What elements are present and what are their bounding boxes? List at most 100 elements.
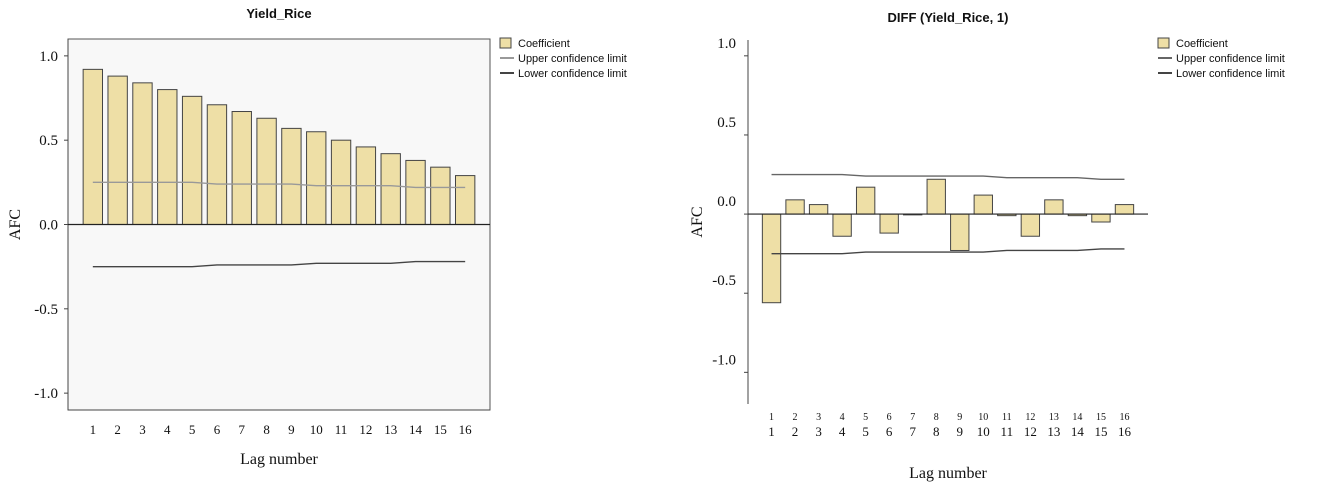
right-bar-lag-5	[855, 186, 876, 215]
left-upper-confidence-line	[92, 181, 466, 189]
left-x-tick-label: 4	[164, 422, 171, 437]
right-bar-lag-8	[926, 178, 946, 215]
right-x-tick-label-small: 3	[816, 412, 821, 423]
acf-chart-yield-rice: Yield_Rice 1.0 0.5 0.0 -0.5 -1.0 AFC 1 2 3 4 5 6 7 8 9 1…	[7, 6, 627, 468]
right-x-tick-label-small: 10	[978, 412, 988, 423]
left-y-tick-label: 0.5	[39, 133, 58, 149]
left-x-tick-label: 11	[335, 422, 348, 437]
left-x-tick-label: 2	[114, 422, 121, 437]
right-x-tick-label-small: 14	[1072, 412, 1082, 423]
left-bar-lag-15	[430, 166, 451, 225]
left-bar-lag-9	[281, 127, 302, 225]
left-lower-confidence-line	[92, 260, 466, 268]
right-x-tick-label: 1	[768, 424, 775, 439]
right-bar-lag-15	[1091, 213, 1111, 223]
left-bar-lag-11	[330, 139, 352, 226]
right-x-tick-label: 2	[792, 424, 799, 439]
right-x-tick-label-small: 5	[863, 412, 868, 423]
right-x-tick-label: 7	[909, 424, 916, 439]
right-x-tick-label-small: 13	[1049, 412, 1059, 423]
right-x-tick-label-small: 16	[1119, 412, 1129, 423]
left-y-tick-label: -1.0	[34, 386, 58, 402]
right-x-tick-label-small: 8	[934, 412, 939, 423]
right-bar-lag-9	[950, 213, 970, 251]
right-y-tick-label: 1.0	[717, 36, 736, 52]
right-x-tick-label-small: 1	[769, 412, 774, 423]
right-x-tick-label: 9	[957, 424, 964, 439]
right-x-tick-label-small: 12	[1025, 412, 1035, 423]
right-x-tick-label: 15	[1094, 424, 1107, 439]
left-chart-title: Yield_Rice	[246, 6, 311, 21]
right-legend-lower: Lower confidence limit	[1176, 68, 1285, 80]
left-x-tick-label: 7	[239, 422, 246, 437]
left-x-axis-label: Lag number	[240, 451, 318, 468]
right-x-tick-label: 5	[862, 424, 869, 439]
right-y-tick-label: 0.5	[717, 115, 736, 131]
acf-chart-diff-yield-rice-svg: DIFF (Yield_Rice, 1) 1.0 0.5 0.0 -0.5 -1.0 AFC…	[689, 10, 1285, 482]
left-y-tick-label: -0.5	[34, 302, 58, 318]
right-x-tick-label: 10	[977, 424, 990, 439]
right-y-tick-label: -1.0	[712, 352, 736, 368]
right-x-tick-label: 4	[839, 424, 846, 439]
right-bar-lag-4	[832, 213, 852, 237]
right-y-tick-label: -0.5	[712, 273, 736, 289]
right-x-tick-label: 8	[933, 424, 940, 439]
right-x-tick-label-small: 11	[1002, 412, 1012, 423]
right-x-tick-label: 6	[886, 424, 893, 439]
left-x-tick-label: 5	[189, 422, 196, 437]
right-x-axis-label: Lag number	[909, 465, 987, 482]
right-x-tick-label: 14	[1071, 424, 1085, 439]
right-bar-lag-2	[785, 199, 805, 215]
right-bar-lag-6	[879, 213, 899, 234]
left-x-tick-label: 13	[384, 422, 397, 437]
left-y-tick-label: 0.0	[39, 218, 58, 234]
left-bar-lag-14	[405, 159, 426, 225]
left-bar-lag-7	[231, 111, 252, 225]
left-bar-lag-16	[454, 175, 476, 226]
right-y-tick-label: 0.0	[717, 194, 736, 210]
right-x-tick-label: 13	[1047, 424, 1060, 439]
right-chart-title: DIFF (Yield_Rice, 1)	[888, 10, 1009, 25]
right-bar-lag-16	[1114, 204, 1135, 215]
left-bar-lag-3	[132, 82, 153, 225]
right-legend-coefficient: Coefficient	[1176, 38, 1228, 50]
left-x-tick-label: 15	[434, 422, 447, 437]
left-y-tick-label: 1.0	[39, 49, 58, 65]
right-y-axis-label: AFC	[689, 206, 706, 237]
left-legend-coefficient: Coefficient	[518, 38, 570, 50]
left-x-tick-label: 3	[139, 422, 146, 437]
left-bar-lag-5	[181, 95, 203, 225]
right-legend-upper: Upper confidence limit	[1176, 53, 1285, 65]
left-x-tick-label: 14	[409, 422, 423, 437]
left-x-tick-label: 1	[90, 422, 97, 437]
acf-chart-diff-yield-rice: DIFF (Yield_Rice, 1) 1.0 0.5 0.0 -0.5 -1.0 AFC…	[680, 0, 1324, 486]
left-x-tick-label: 10	[310, 422, 323, 437]
left-y-axis-label: AFC	[7, 209, 24, 240]
right-bar-lag-13	[1044, 199, 1064, 215]
left-x-tick-label: 9	[288, 422, 295, 437]
left-x-tick-label: 12	[359, 422, 372, 437]
left-x-tick-label: 16	[459, 422, 473, 437]
left-bar-lag-10	[306, 131, 327, 225]
left-legend-lower: Lower confidence limit	[518, 68, 627, 80]
left-bar-lag-6	[206, 104, 228, 225]
right-bar-lag-1	[761, 213, 782, 304]
left-x-tick-label: 6	[214, 422, 221, 437]
right-bar-lag-3	[808, 204, 829, 215]
right-x-tick-label-small: 7	[910, 412, 915, 423]
right-x-tick-label: 11	[1001, 424, 1014, 439]
right-upper-confidence-line	[771, 173, 1125, 180]
left-legend-upper: Upper confidence limit	[518, 53, 627, 65]
right-x-tick-label: 3	[815, 424, 822, 439]
left-bar-lag-2	[107, 75, 128, 225]
right-bar-lag-12	[1020, 213, 1041, 237]
right-lower-confidence-line	[771, 248, 1125, 255]
left-bar-lag-8	[256, 117, 277, 225]
right-bar-lag-10	[973, 194, 993, 215]
right-x-tick-label-small: 2	[793, 412, 798, 423]
right-x-tick-label: 12	[1024, 424, 1037, 439]
right-x-tick-label-small: 9	[957, 412, 962, 423]
right-x-tick-label: 16	[1118, 424, 1132, 439]
right-x-tick-label-small: 4	[840, 412, 845, 423]
